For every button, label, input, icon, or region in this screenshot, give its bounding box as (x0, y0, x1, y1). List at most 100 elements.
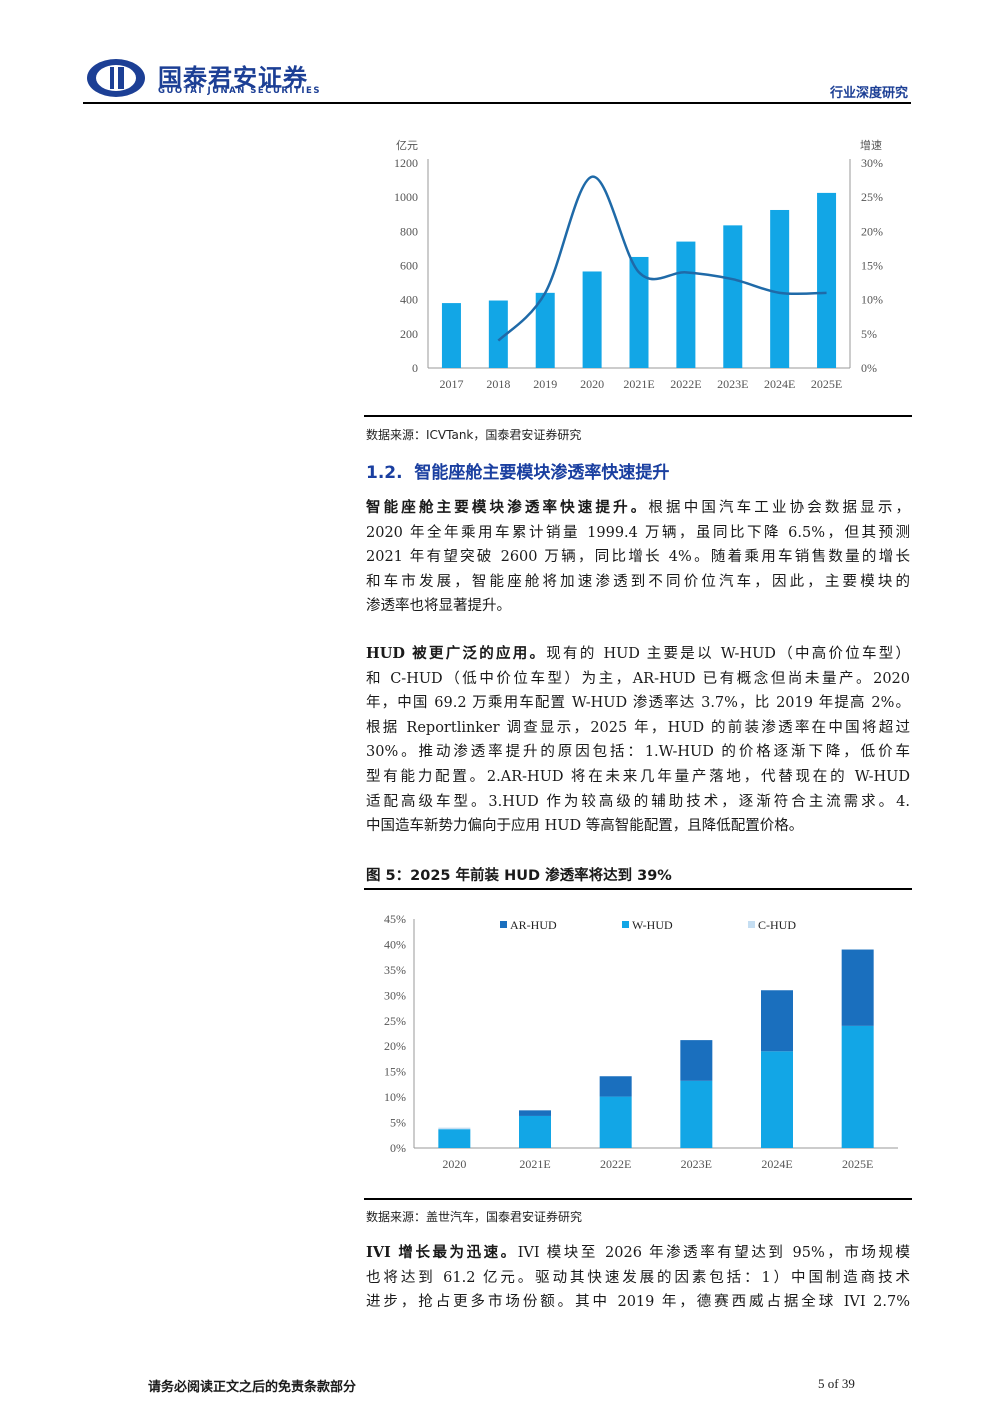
y2-tick-label: 5% (861, 327, 877, 341)
y2-tick-label: 30% (861, 156, 883, 170)
x-tick-label: 2019 (533, 377, 557, 391)
y2-axis-unit-label: 增速 (860, 138, 882, 152)
hud-penetration-chart: 0% 5% 10% 15% 20% 25% 30% 35% 40% 45% 2020 2021E 202… (384, 912, 898, 1171)
bar-segment-ar-hud (599, 1076, 632, 1097)
chart1-source: 数据来源：ICVTank，国泰君安证券研究 (366, 428, 582, 442)
bar-segment-ar-hud (519, 1110, 551, 1116)
para1-line: 根据中国汽车工业协会数据显示， (648, 500, 911, 516)
y-tick-label: 15% (384, 1065, 406, 1079)
figure-5-top-rule (364, 888, 912, 890)
bar (723, 225, 743, 368)
para2-line: 30%。推动渗透率提升的原因包括：1.W-HUD 的价格逐渐下降，低价车 (366, 744, 910, 761)
y-tick-label: 200 (400, 327, 418, 341)
y2-tick-label: 10% (861, 293, 883, 307)
x-tick-label: 2023E (681, 1157, 712, 1171)
logo-english-name: GUOTAI JUNAN SECURITIES (158, 86, 321, 96)
y-tick-label: 20% (384, 1039, 406, 1053)
bar-segment-w-hud (841, 1025, 874, 1148)
x-tick-label: 2022E (600, 1157, 631, 1171)
section-heading: 1.2. 智能座舱主要模块渗透率快速提升 (366, 458, 669, 483)
para1-line: 和车市发展，智能座舱将加速渗透到不同价位汽车，因此，主要模块的 (366, 573, 910, 590)
para2-line: 和 C-HUD（低中价位车型）为主，AR-HUD 已有概念但尚未量产。2020 (366, 670, 910, 687)
bar-segment-ar-hud (841, 949, 874, 1026)
report-type-label: 行业深度研究 (829, 86, 908, 101)
y-tick-label: 40% (384, 937, 406, 951)
para1-line: 2021 年有望突破 2600 万辆，同比增长 4%。随着乘用车销售数量的增长 (366, 549, 910, 566)
para1-line: 渗透率也将显著提升。 (366, 598, 511, 615)
y2-tick-label: 0% (861, 361, 877, 375)
x-tick-label: 2021E (519, 1157, 550, 1171)
paragraph-hud: HUD 被更广泛的应用。现有的 HUD 主要是以 W-HUD（中高价位车型） 和… (366, 642, 910, 839)
para2-line: 适配高级车型。3.HUD 作为较高级的辅助技术，逐渐符合主流需求。4. (366, 793, 910, 810)
y2-tick-label: 25% (861, 190, 883, 204)
para2-line: 中国造车新势力偏向于应用 HUD 等高智能配置，且降低配置价格。 (366, 818, 804, 835)
y-tick-label: 1000 (394, 190, 418, 204)
section-number: 1.2. (366, 463, 403, 483)
y-tick-label: 30% (384, 988, 406, 1002)
bar-segment-w-hud (599, 1096, 632, 1148)
growth-rate-line (497, 175, 827, 342)
paragraph-cockpit-penetration: 智能座舱主要模块渗透率快速提升。根据中国汽车工业协会数据显示， 2020 年全年… (366, 496, 910, 619)
header-divider (83, 102, 911, 104)
x-tick-label: 2024E (764, 377, 795, 391)
legend-swatch (622, 921, 629, 928)
bar (535, 292, 555, 368)
guotai-junan-logo-icon (87, 59, 145, 97)
y-tick-label: 600 (400, 259, 418, 273)
x-tick-label: 2024E (761, 1157, 792, 1171)
x-tick-label: 2018 (486, 377, 510, 391)
y-tick-label: 800 (400, 224, 418, 238)
y-tick-label: 10% (384, 1090, 406, 1104)
bar-segment-c-hud (438, 1127, 471, 1130)
x-tick-label: 2021E (623, 377, 654, 391)
y2-tick-label: 20% (861, 224, 883, 238)
bar-segment-w-hud (438, 1129, 471, 1148)
y-tick-label: 45% (384, 912, 406, 926)
y2-tick-label: 15% (861, 259, 883, 273)
bar (676, 241, 696, 368)
y-tick-label: 1200 (394, 156, 418, 170)
legend-label: C-HUD (758, 918, 796, 932)
bar-segment-w-hud (519, 1115, 551, 1148)
para3-line: IVI 模块至 2026 年渗透率有望达到 95%，市场规模 (517, 1245, 910, 1261)
y-tick-label: 35% (384, 963, 406, 977)
para3-lead: IVI 增长最为迅速。 (366, 1244, 518, 1261)
x-tick-label: 2025E (842, 1157, 873, 1171)
bar (582, 271, 602, 368)
chart2-source: 数据来源：盖世汽车，国泰君安证券研究 (366, 1210, 583, 1224)
y-tick-label: 400 (400, 293, 418, 307)
logo-chinese-name: 国泰君安证券 (158, 64, 308, 92)
bar (629, 256, 649, 368)
x-tick-label: 2020 (442, 1157, 466, 1171)
x-tick-label: 2023E (717, 377, 748, 391)
y-tick-label: 0% (390, 1141, 406, 1155)
bar-segment-w-hud (761, 1051, 793, 1148)
para1-line: 2020 年全年乘用车累计销量 1999.4 万辆，虽同比下降 6.5%，但其预… (366, 524, 910, 541)
y-tick-label: 25% (384, 1014, 406, 1028)
legend-swatch (500, 921, 507, 928)
para2-line: 年，中国 69.2 万乘用车配置 W-HUD 渗透率达 3.7%，比 2019 … (366, 695, 910, 712)
para2-line: 根据 Reportlinker 调查显示，2025 年，HUD 的前装渗透率在中… (366, 719, 910, 736)
x-tick-label: 2020 (580, 377, 604, 391)
paragraph-ivi: IVI 增长最为迅速。IVI 模块至 2026 年渗透率有望达到 95%，市场规… (366, 1241, 910, 1315)
bar-segment-ar-hud (680, 1040, 713, 1081)
footer-disclaimer: 请务必阅读正文之后的免责条款部分 (148, 1380, 357, 1395)
x-tick-label: 2022E (670, 377, 701, 391)
bar (488, 300, 508, 368)
y-tick-label: 5% (390, 1116, 406, 1130)
para2-lead: HUD 被更广泛的应用。 (366, 645, 547, 662)
x-tick-label: 2017 (439, 377, 463, 391)
para3-line: 也将达到 61.2 亿元。驱动其快速发展的因素包括：1）中国制造商技术 (366, 1269, 910, 1286)
bar (770, 209, 790, 368)
para3-line: 进步，抢占更多市场份额。其中 2019 年，德赛西威占据全球 IVI 2.7% (366, 1294, 910, 1311)
section-title: 智能座舱主要模块渗透率快速提升 (414, 463, 670, 483)
chart2-bottom-rule (364, 1198, 912, 1200)
y-axis-unit-label: 亿元 (396, 139, 418, 152)
legend-label: W-HUD (632, 918, 673, 932)
para2-line: 现有的 HUD 主要是以 W-HUD（中高价位车型） (546, 646, 910, 662)
bar-segment-ar-hud (761, 990, 793, 1052)
y-tick-label: 0 (412, 361, 418, 375)
legend-swatch (748, 921, 755, 928)
legend-label: AR-HUD (510, 918, 557, 932)
bar (441, 303, 461, 368)
